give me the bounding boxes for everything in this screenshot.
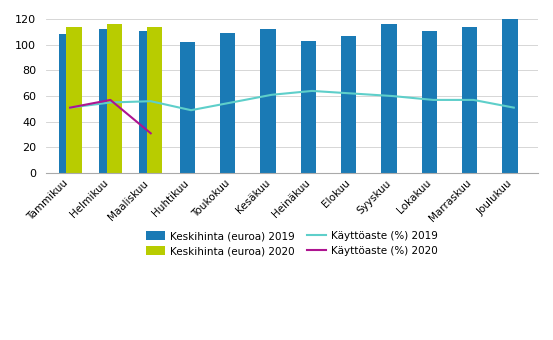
- Bar: [59, 34, 74, 173]
- Bar: [99, 29, 114, 173]
- Bar: [301, 41, 316, 173]
- Legend: Keskihinta (euroa) 2019, Keskihinta (euroa) 2020, Käyttöaste (%) 2019, Käyttöast: Keskihinta (euroa) 2019, Keskihinta (eur…: [142, 227, 442, 260]
- Bar: [421, 31, 437, 173]
- Bar: [220, 33, 235, 173]
- Bar: [180, 42, 195, 173]
- Bar: [502, 19, 518, 173]
- Bar: [139, 31, 155, 173]
- Bar: [341, 36, 356, 173]
- Bar: [260, 29, 275, 173]
- Bar: [381, 24, 397, 173]
- Bar: [462, 27, 477, 173]
- Bar: [66, 27, 81, 173]
- Bar: [107, 24, 122, 173]
- Bar: [147, 27, 162, 173]
